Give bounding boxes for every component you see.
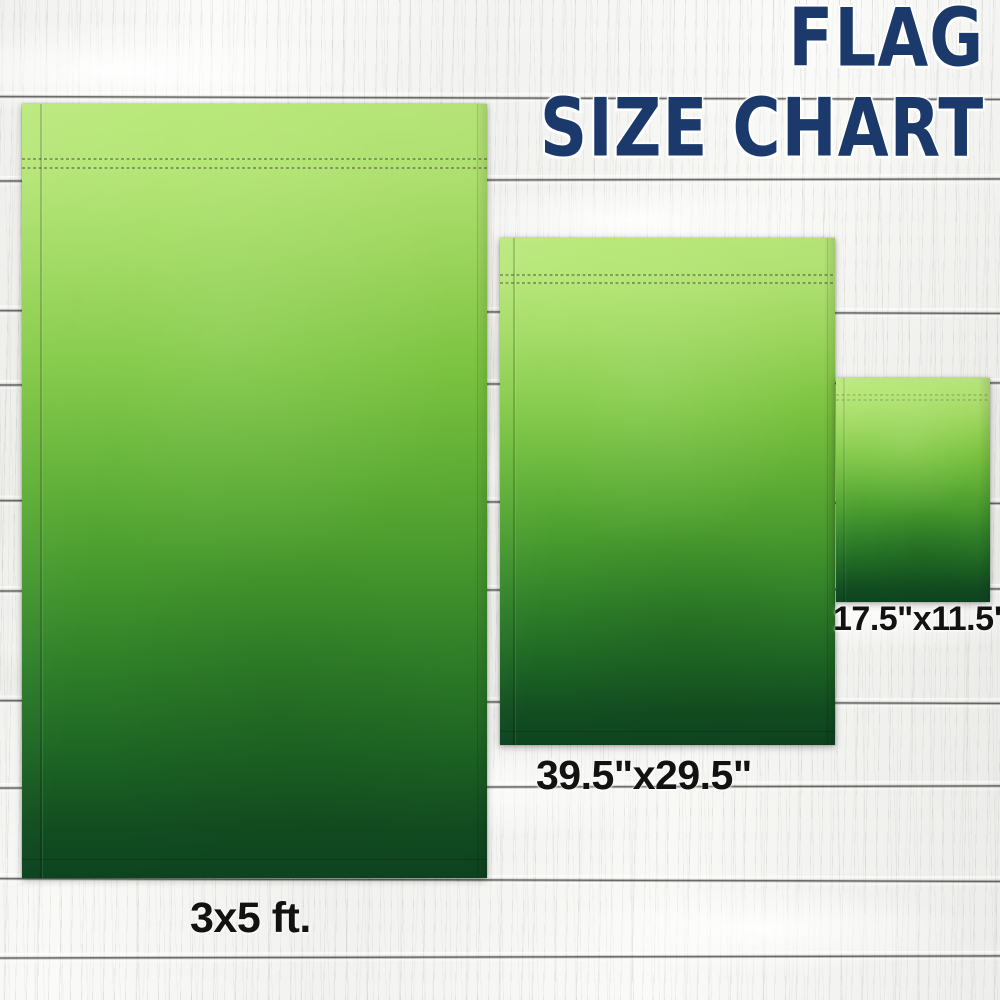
flag-swatch-large: [22, 104, 487, 878]
flag-swatch-medium: [500, 238, 835, 745]
hem-stitch-bottom: [22, 859, 487, 860]
size-label-medium: 39.5"x29.5": [536, 752, 752, 798]
hem-stitch-vertical-right: [827, 238, 828, 745]
flag-swatch-small: [836, 378, 990, 602]
hem-stitch-vertical-left: [843, 378, 845, 602]
hem-stitch-vertical-left: [40, 104, 42, 878]
sleeve-stitch-lower: [836, 399, 990, 401]
size-label-small: 17.5"x11.5": [833, 600, 1000, 638]
sleeve-stitch-upper: [22, 158, 487, 160]
sleeve-stitch-lower: [22, 167, 487, 169]
hem-stitch-bottom: [500, 731, 835, 732]
hem-stitch-vertical-right: [477, 104, 478, 878]
size-label-large: 3x5 ft.: [190, 894, 311, 942]
sleeve-stitch-lower: [500, 282, 835, 284]
hem-stitch-vertical-left: [513, 238, 515, 745]
sleeve-stitch-upper: [836, 394, 990, 396]
sleeve-stitch-upper: [500, 274, 835, 276]
